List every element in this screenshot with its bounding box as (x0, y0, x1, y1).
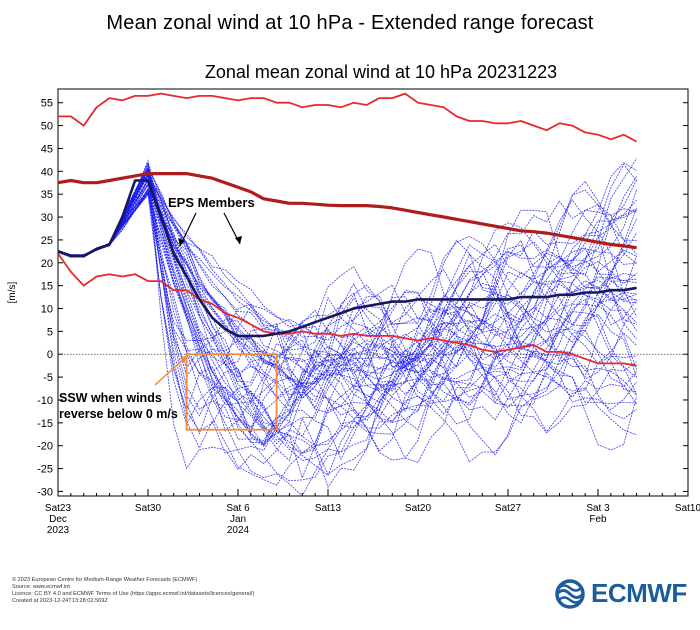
eps-arrowhead-1 (178, 238, 185, 246)
eps-member-line (57, 179, 637, 454)
y-tick-label: 40 (41, 166, 53, 178)
x-tick-label: Sat 6 (226, 503, 250, 514)
ssw-box (185, 353, 278, 431)
eps-member-line (57, 161, 637, 431)
x-tick-month: Feb (589, 514, 607, 525)
y-tick-label: 30 (41, 212, 53, 224)
eps-member-line (57, 179, 637, 398)
created-line: Created at 2023-12-24T13:28:02.569Z (12, 598, 108, 604)
x-tick-year: 2024 (227, 525, 250, 536)
y-tick-label: 55 (41, 98, 53, 110)
y-tick-label: 50 (41, 121, 53, 133)
eps-member-line (57, 192, 637, 486)
climate-min-line (57, 253, 637, 367)
y-tick-label: 5 (47, 326, 53, 338)
y-tick-label: -10 (37, 395, 53, 407)
x-tick-label: Sat20 (405, 503, 432, 514)
eps-member-line (57, 184, 637, 404)
eps-members-label: EPS Members (168, 195, 255, 210)
eps-member-line (57, 179, 637, 446)
eps-member-line (57, 183, 637, 482)
eps-member-line (57, 164, 637, 471)
climate-mean-line (57, 172, 637, 250)
y-tick-label: 15 (41, 281, 53, 293)
eps-member-line (57, 166, 637, 456)
y-tick-label: -20 (37, 441, 53, 453)
y-tick-label: 20 (41, 258, 53, 270)
eps-member-line (57, 178, 637, 341)
y-tick-label: 35 (41, 189, 53, 201)
x-tick-label: Sat 3 (586, 503, 610, 514)
x-tick-label: Sat30 (135, 503, 162, 514)
eps-member-line (57, 167, 637, 414)
eps-member-line (57, 172, 637, 422)
y-tick-label: -5 (43, 372, 53, 384)
y-tick-label: -30 (37, 486, 53, 498)
eps-member-line (57, 158, 637, 375)
x-tick-year: 2023 (47, 525, 70, 536)
x-tick-label: Sat13 (315, 503, 342, 514)
eps-member-line (57, 170, 637, 461)
ssw-label-line1: SSW when winds (59, 391, 162, 405)
y-axis-label: [m/s] (7, 281, 18, 303)
wind-chart: Zonal mean zonal wind at 10 hPa 20231223… (7, 62, 700, 536)
x-tick-label: Sat10 (675, 503, 700, 514)
y-tick-label: 45 (41, 143, 53, 155)
ecmwf-logo: ECMWF (553, 578, 687, 609)
footer: © 2023 European Centre for Medium-Range … (12, 577, 254, 605)
licence-line: Licence: CC BY 4.0 and ECMWF Terms of Us… (12, 591, 255, 597)
eps-member-line (57, 167, 637, 400)
ssw-arrow (154, 356, 187, 386)
eps-member-line (57, 166, 637, 476)
y-tick-label: -15 (37, 418, 53, 430)
eps-member-line (57, 159, 637, 409)
y-tick-label: 10 (41, 304, 53, 316)
climate-max-line (58, 92, 638, 143)
eps-member-line (57, 173, 637, 477)
eps-member-line (57, 174, 637, 445)
eps-member-line (57, 163, 637, 399)
eps-member-line (57, 192, 637, 409)
eps-arrowhead-2 (235, 236, 242, 244)
chart-title: Zonal mean zonal wind at 10 hPa 20231223 (205, 62, 557, 82)
ssw-arrowhead (180, 355, 188, 363)
eps-member-line (57, 180, 637, 380)
x-tick-label: Sat23 (45, 503, 72, 514)
eps-member-line (57, 179, 637, 368)
y-tick-label: 0 (47, 349, 53, 361)
eps-member-line (57, 175, 637, 432)
eps-member-line (57, 188, 637, 365)
ensemble-mean-line (57, 179, 637, 338)
ssw-label-line2: reverse below 0 m/s (59, 407, 178, 421)
ecmwf-logo-icon (555, 578, 585, 609)
eps-member-line (57, 178, 637, 489)
eps-member-line (57, 168, 637, 433)
page-title: Mean zonal wind at 10 hPa - Extended ran… (106, 12, 594, 34)
copyright-line: © 2023 European Centre for Medium-Range … (12, 577, 198, 583)
ecmwf-logo-text: ECMWF (591, 578, 687, 608)
eps-member-line (57, 169, 637, 461)
source-line: Source: www.ecmwf.int (12, 584, 70, 590)
eps-member-line (57, 161, 637, 415)
x-tick-label: Sat27 (495, 503, 522, 514)
plot-frame (57, 88, 689, 497)
x-tick-month: Dec (49, 514, 67, 525)
x-tick-month: Jan (230, 514, 246, 525)
y-tick-label: -25 (37, 464, 53, 476)
y-tick-label: 25 (41, 235, 53, 247)
